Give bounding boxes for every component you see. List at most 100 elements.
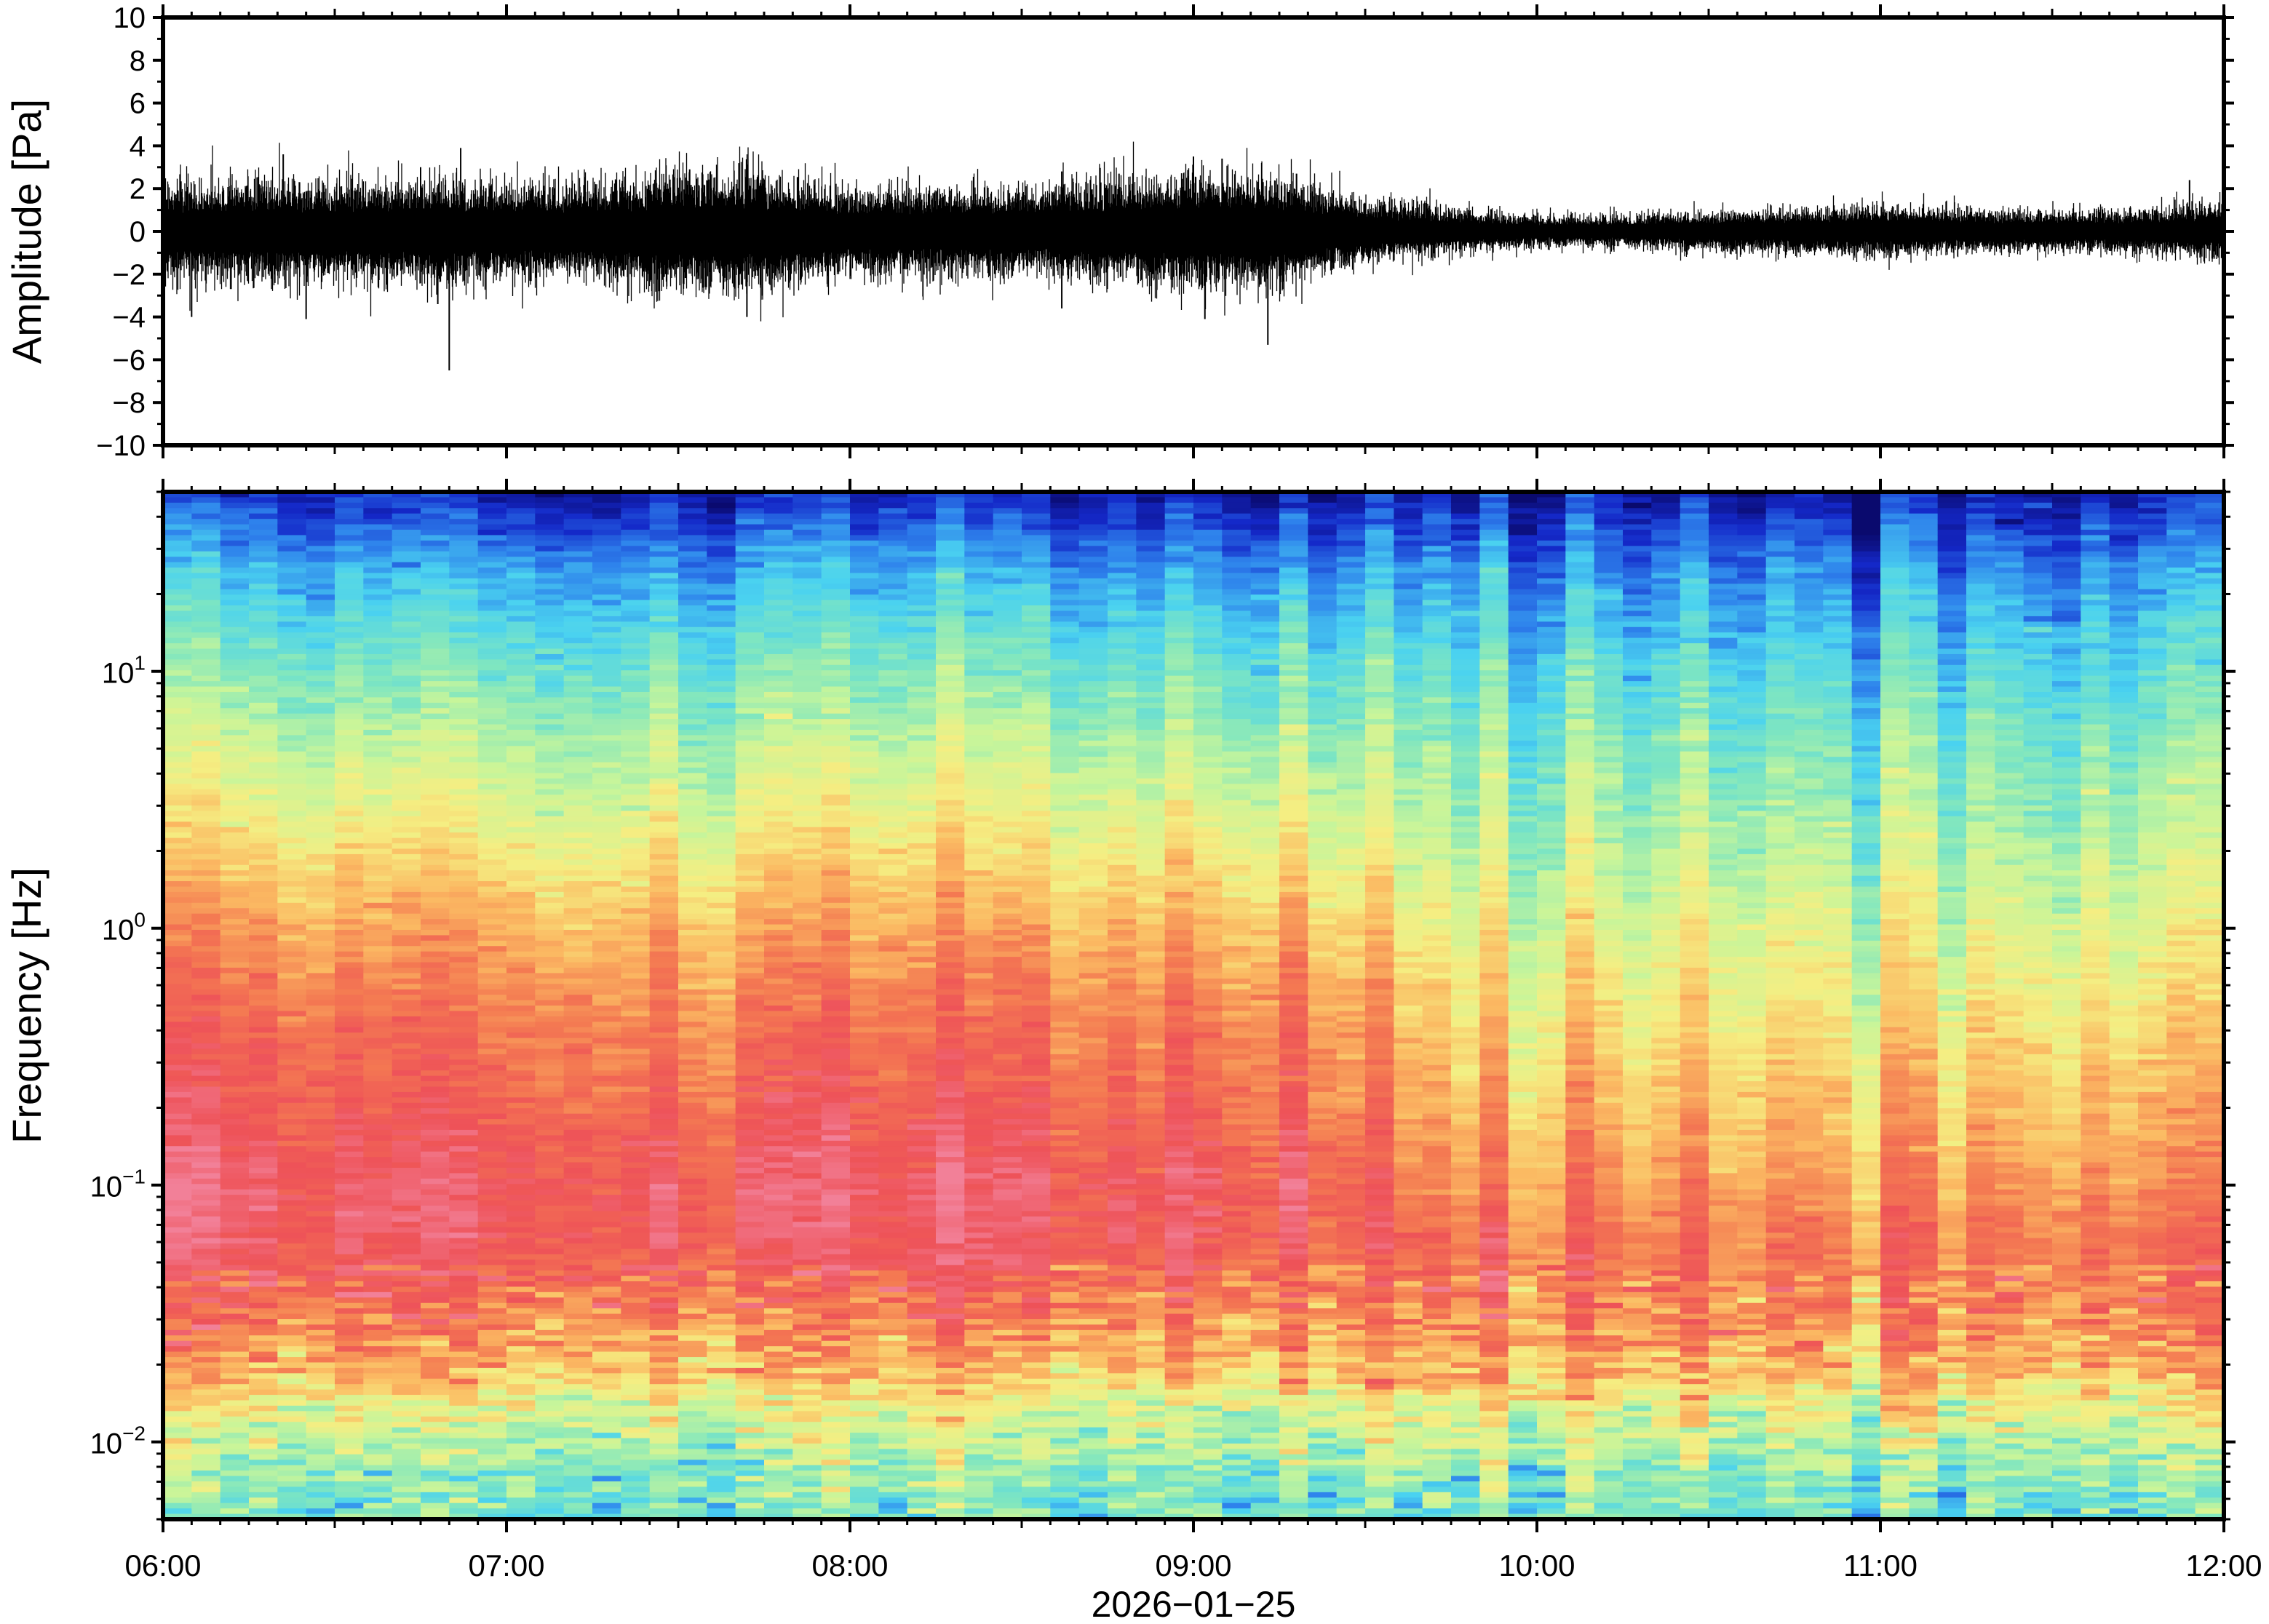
spectrogram-cell — [449, 1016, 479, 1022]
spectrogram-cell — [649, 600, 679, 606]
spectrogram-cell — [363, 1113, 393, 1120]
spectrogram-cell — [363, 1443, 393, 1449]
spectrogram-cell — [764, 1108, 793, 1115]
spectrogram-cell — [421, 1395, 450, 1401]
spectrogram-cell — [477, 897, 507, 904]
spectrogram-cell — [649, 902, 679, 909]
spectrogram-cell — [277, 1329, 307, 1336]
spectrogram-cell — [306, 1357, 335, 1364]
spectrogram-cell — [878, 870, 908, 877]
spectrogram-cell — [392, 1011, 421, 1017]
spectrogram-cell — [649, 1048, 679, 1055]
spectrogram-cell — [592, 1081, 621, 1088]
spectrogram-cell — [449, 492, 479, 498]
spectrogram-cell — [163, 735, 192, 741]
spectrogram-cell — [535, 719, 565, 725]
spectrogram-cell — [277, 859, 307, 866]
spectrogram-cell — [621, 1059, 651, 1066]
spectrogram-cell — [735, 1313, 765, 1320]
spectrogram-cell — [821, 1400, 851, 1406]
spectrogram-cell — [191, 1162, 221, 1169]
spectrogram-cell — [592, 1476, 621, 1482]
spectrogram-cell — [649, 1146, 679, 1153]
spectrogram-cell — [821, 681, 851, 688]
spectrogram-cell — [421, 1016, 450, 1022]
spectrogram-cell — [707, 1205, 736, 1211]
spectrogram-cell — [449, 940, 479, 947]
spectrogram-cell — [592, 762, 621, 768]
spectrogram-cell — [764, 729, 793, 736]
spectrogram-cell — [220, 686, 250, 693]
spectrogram-cell — [563, 1357, 593, 1364]
spectrogram-cell — [249, 795, 278, 801]
spectrogram-cell — [306, 789, 335, 795]
spectrogram-cell — [850, 1470, 879, 1477]
spectrogram-cell — [878, 1006, 908, 1012]
spectrogram-cell — [191, 1135, 221, 1142]
spectrogram-cell — [191, 1173, 221, 1179]
spectrogram-cell — [477, 637, 507, 644]
spectrogram-cell — [163, 1286, 192, 1293]
spectrogram-cell — [220, 724, 250, 731]
spectrogram-cell — [191, 1027, 221, 1033]
spectrogram-cell — [306, 853, 335, 860]
spectrogram-cell — [449, 795, 479, 801]
spectrogram-cell — [878, 1091, 908, 1098]
spectrogram-cell — [821, 568, 851, 574]
spectrogram-cell — [506, 1357, 536, 1364]
spectrogram-cell — [707, 1211, 736, 1217]
spectrogram-cell — [363, 1351, 393, 1358]
spectrogram-cell — [735, 1043, 765, 1050]
spectrogram-cell — [535, 637, 565, 644]
spectrogram-cell — [792, 653, 822, 660]
spectrogram-cell — [421, 578, 450, 584]
spectrogram-cell — [764, 1059, 793, 1066]
spectrogram-cell — [649, 670, 679, 677]
spectrogram-cell — [277, 724, 307, 731]
spectrogram-cell — [421, 1319, 450, 1326]
spectrogram-cell — [191, 540, 221, 546]
spectrogram-cell — [735, 1405, 765, 1412]
spectrogram-cell — [592, 1513, 621, 1519]
spectrogram-cell — [277, 1140, 307, 1147]
spectrogram-cell — [506, 1140, 536, 1147]
spectrogram-cell — [392, 648, 421, 655]
spectrogram-cell — [449, 768, 479, 774]
spectrogram-cell — [449, 513, 479, 520]
spectrogram-cell — [792, 573, 822, 579]
spectrogram-cell — [306, 757, 335, 763]
spectrogram-cell — [363, 1205, 393, 1211]
spectrogram-cell — [621, 1502, 651, 1509]
spectrogram-cell — [191, 1438, 221, 1444]
spectrogram-cell — [878, 1357, 908, 1364]
spectrogram-cell — [335, 1362, 364, 1369]
spectrogram-cell — [363, 1405, 393, 1412]
spectrogram-cell — [506, 1259, 536, 1266]
spectrogram-cell — [506, 832, 536, 839]
spectrogram-cell — [249, 746, 278, 752]
spectrogram-cell — [392, 1486, 421, 1493]
spectrogram-cell — [191, 859, 221, 866]
spectrogram-cell — [764, 626, 793, 633]
spectrogram-cell — [477, 778, 507, 784]
spectrogram-cell — [878, 816, 908, 822]
spectrogram-cell — [735, 1070, 765, 1077]
spectrogram-cell — [821, 1286, 851, 1293]
spectrogram-cell — [649, 610, 679, 617]
spectrogram-cell — [392, 1238, 421, 1244]
spectrogram-cell — [792, 827, 822, 833]
spectrogram-cell — [191, 1427, 221, 1433]
spectrogram-cell — [163, 913, 192, 920]
spectrogram-cell — [735, 1189, 765, 1195]
spectrogram-cell — [764, 1384, 793, 1390]
spectrogram-cell — [335, 1281, 364, 1288]
spectrogram-cell — [421, 962, 450, 968]
spectrogram-cell — [506, 800, 536, 806]
spectrogram-cell — [335, 1308, 364, 1315]
spectrogram-cell — [592, 1140, 621, 1147]
spectrogram-cell — [735, 1102, 765, 1109]
spectrogram-cell — [363, 713, 393, 720]
spectrogram-cell — [735, 637, 765, 644]
spectrogram-cell — [621, 632, 651, 639]
spectrogram-cell — [449, 1460, 479, 1466]
